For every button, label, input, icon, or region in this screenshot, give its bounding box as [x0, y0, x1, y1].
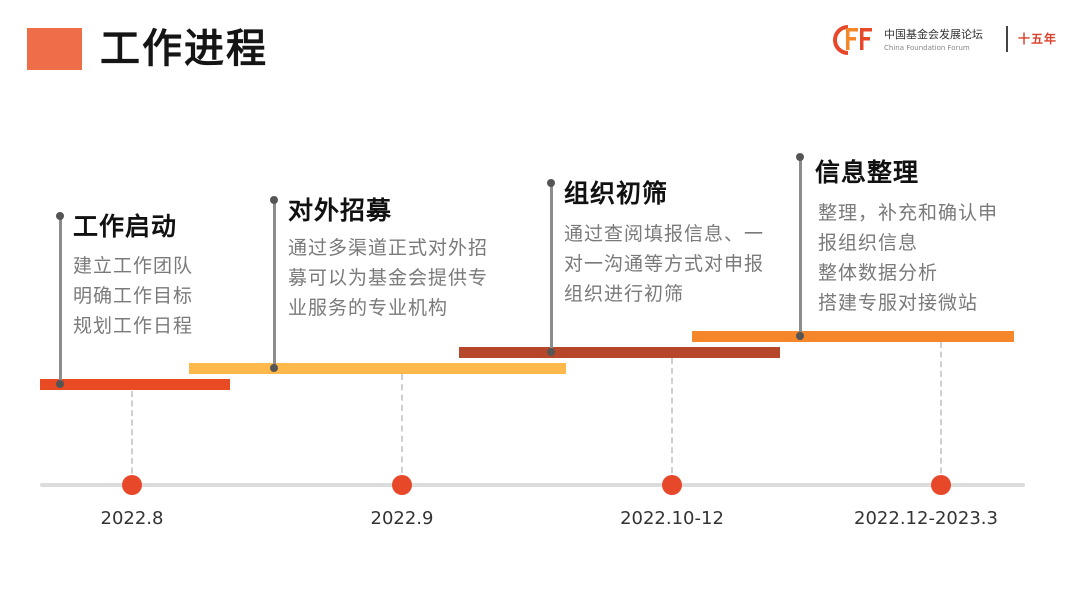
stage-pole-base-dot-2 [270, 364, 278, 372]
stage-pole-top-dot-3 [547, 179, 555, 187]
milestone-dot-4 [931, 475, 951, 495]
timeline-axis [40, 483, 1025, 487]
logo-name-en: China Foundation Forum [884, 44, 970, 52]
stage-pole-base-dot-3 [547, 348, 555, 356]
stage-pole-top-dot-2 [270, 196, 278, 204]
stage-description-1: 建立工作团队 明确工作目标 规划工作日程 [73, 255, 194, 337]
stage-pole-3 [550, 184, 553, 352]
timeline-connector-3 [671, 358, 673, 483]
stage-description-2: 通过多渠道正式对外招 募可以为基金会提供专 业服务的专业机构 [288, 237, 489, 319]
stage-bar-1 [40, 379, 230, 390]
logo-tag: 十五年 [1018, 32, 1058, 46]
milestone-date-3: 2022.10-12 [620, 508, 724, 529]
timeline-connector-1 [131, 391, 133, 483]
stage-title-3: 组织初筛 [564, 179, 669, 208]
milestone-date-1: 2022.8 [100, 508, 164, 529]
stage-bar-2 [189, 363, 566, 374]
stage-title-2: 对外招募 [288, 196, 393, 225]
stage-pole-top-dot-1 [56, 212, 64, 220]
page-title: 工作进程 [100, 26, 268, 72]
timeline-connector-2 [401, 374, 403, 483]
milestone-date-2: 2022.9 [370, 508, 434, 529]
forum-logo-icon [833, 25, 872, 55]
stage-description-4: 整理，补充和确认申 报组织信息 整体数据分析 搭建专服对接微站 [818, 202, 999, 314]
milestone-dot-2 [392, 475, 412, 495]
stage-description-3: 通过查阅填报信息、一 对一沟通等方式对申报 组织进行初筛 [564, 223, 765, 305]
logo-divider [1006, 26, 1008, 52]
stage-pole-1 [59, 217, 62, 384]
stage-bar-4 [692, 331, 1014, 342]
stage-pole-2 [273, 201, 276, 368]
stage-pole-top-dot-4 [796, 153, 804, 161]
stage-title-4: 信息整理 [815, 158, 920, 187]
logo-name-cn: 中国基金会发展论坛 [884, 28, 983, 41]
stage-pole-4 [799, 158, 802, 336]
stage-bar-3 [459, 347, 780, 358]
stage-pole-base-dot-4 [796, 332, 804, 340]
title-accent-block [27, 28, 82, 70]
stage-pole-base-dot-1 [56, 380, 64, 388]
timeline-connector-4 [940, 342, 942, 483]
milestone-date-4: 2022.12-2023.3 [854, 508, 998, 529]
milestone-dot-3 [662, 475, 682, 495]
milestone-dot-1 [122, 475, 142, 495]
stage-title-1: 工作启动 [73, 212, 178, 241]
